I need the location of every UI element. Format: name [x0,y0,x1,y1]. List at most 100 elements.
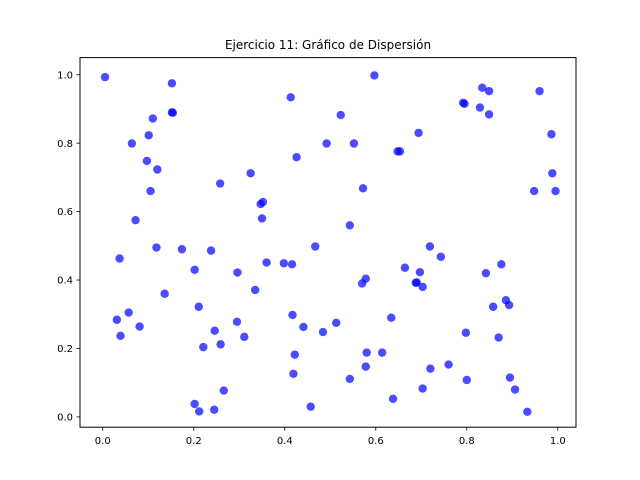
data-point [152,243,161,252]
data-point [289,369,298,379]
data-point [210,405,219,414]
data-point [115,254,124,263]
data-point [478,83,487,92]
data-point [475,103,485,112]
data-point [286,93,295,102]
x-tick-label: 0.2 [186,436,202,447]
data-point [345,221,355,230]
y-tick-label: 0.2 [57,344,73,355]
data-point [124,308,133,317]
data-point [262,258,271,267]
data-point [322,139,331,148]
data-point [497,260,506,269]
data-point [345,374,355,384]
x-tick-label: 0.0 [95,436,111,447]
data-point [349,139,359,148]
x-tick-label: 1.0 [550,436,566,447]
data-point [395,147,405,156]
data-point [127,139,137,148]
data-point [504,300,514,310]
data-point [444,360,453,369]
data-point [484,86,494,96]
data-point [535,86,544,96]
data-point [387,313,396,322]
data-point [481,269,491,278]
data-point [357,279,367,288]
data-point [233,268,242,277]
data-point [336,110,345,120]
data-point [548,169,557,178]
data-point [167,79,177,88]
y-tick-label: 1.0 [57,70,73,81]
data-point [210,326,219,335]
data-point [462,375,471,385]
x-tick-label: 0.6 [368,436,384,447]
data-point [246,169,255,178]
data-point [412,278,421,287]
data-point [199,342,208,352]
data-point [361,362,370,371]
data-point [131,215,140,225]
data-point [551,186,560,196]
chart-title: Ejercicio 11: Gráfico de Dispersión [225,38,431,52]
data-point [112,315,122,324]
data-point [292,152,301,162]
data-point [523,407,532,416]
data-point [311,242,320,251]
data-point [461,328,471,337]
data-point [240,332,249,342]
data-point [418,384,427,393]
data-point [288,310,297,320]
data-point [318,327,328,337]
data-point [510,385,520,394]
data-point [370,71,379,80]
data-point [505,373,515,382]
data-point [177,245,187,254]
data-point [144,131,153,140]
data-point [160,289,169,298]
data-point [331,318,341,328]
data-point [142,156,152,166]
data-point [168,108,178,117]
data-point [436,252,446,261]
data-point [216,340,225,349]
data-point [219,386,228,395]
data-point [148,114,158,123]
data-point [100,72,110,82]
data-point [388,394,398,403]
data-point [400,263,410,272]
data-point [460,99,469,109]
data-point [116,331,125,341]
data-point [418,282,427,292]
data-point [250,285,260,295]
data-point [153,165,162,174]
data-point [215,179,225,188]
y-tick-label: 0.8 [57,139,73,150]
data-point [488,302,498,311]
data-point [190,265,199,274]
y-tick-label: 0.6 [57,207,73,218]
data-point [190,399,199,409]
data-point [306,402,315,411]
data-point [358,184,368,193]
y-tick-label: 0.0 [57,413,73,424]
data-point [135,322,144,331]
data-point [290,350,299,359]
data-point [146,186,155,196]
data-point [194,302,203,311]
data-point [426,364,435,373]
data-point [206,246,216,255]
data-point [494,333,503,342]
data-point [377,348,387,357]
data-point [279,259,289,268]
data-point [287,260,297,269]
data-point [299,322,308,332]
x-axis-ticks: 0.0 0.2 0.4 0.6 0.8 1.0 [95,427,566,447]
data-point [232,317,242,326]
plot-frame [79,57,577,428]
points-layer [100,71,560,416]
data-point [414,128,423,138]
data-point [257,214,267,223]
